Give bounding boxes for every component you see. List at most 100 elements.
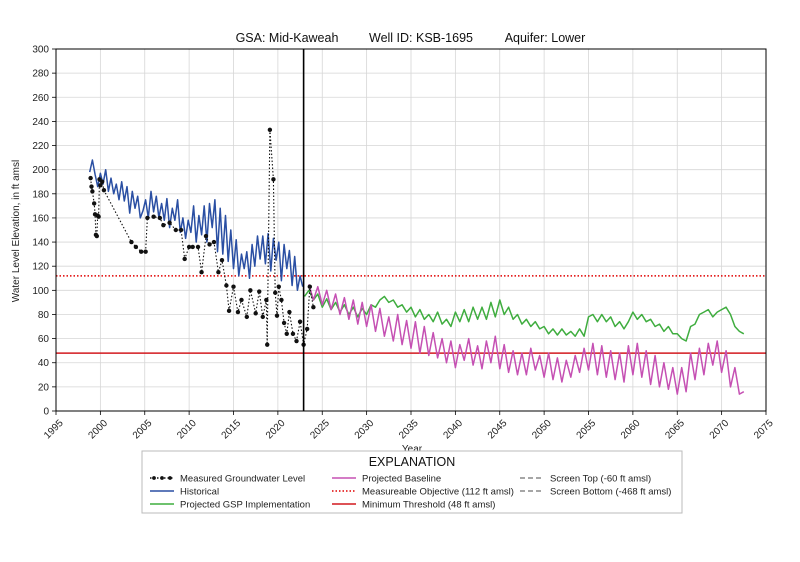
y-tick-label: 220: [32, 141, 49, 152]
legend-marker: [160, 476, 164, 480]
legend-entry-label: Measured Groundwater Level: [180, 473, 305, 484]
measured-point: [307, 284, 313, 289]
y-tick-label: 300: [32, 45, 49, 56]
measured-point: [235, 309, 241, 315]
reference-lines: [56, 275, 766, 354]
header-well-id: Well ID: KSB-1695: [369, 31, 473, 45]
measured-point: [287, 309, 292, 315]
measured-point: [311, 305, 316, 310]
x-tick-label: 2005: [131, 418, 155, 442]
measured-point: [297, 319, 303, 324]
measured-point: [239, 297, 244, 303]
measured-point: [211, 239, 217, 245]
measured-groundwater-level-line: [90, 129, 314, 346]
x-tick-label: 2015: [220, 418, 244, 442]
measured-point: [151, 214, 156, 219]
y-tick-label: 160: [32, 213, 49, 224]
y-tick-label: 240: [32, 117, 49, 128]
measured-point: [290, 331, 296, 336]
measured-point: [90, 189, 95, 194]
measured-point: [264, 297, 269, 303]
y-tick-label: 200: [32, 165, 49, 176]
x-tick-label: 2000: [87, 418, 111, 442]
measured-point: [143, 249, 148, 254]
measured-point: [276, 284, 281, 289]
historical-line: [88, 159, 304, 292]
measured-point: [294, 338, 299, 344]
measured-point: [257, 289, 262, 294]
legend-entry-label: Screen Top (-60 ft amsl): [550, 473, 651, 484]
measured-point: [91, 201, 97, 206]
measured-point: [284, 331, 289, 336]
x-tick-label: 1995: [42, 418, 66, 442]
measured-point: [186, 244, 192, 250]
measured-point: [195, 244, 201, 250]
measured-point: [216, 270, 221, 275]
y-tick-label: 0: [43, 407, 49, 418]
x-tick-label: 2070: [708, 418, 732, 442]
measured-point: [260, 314, 265, 320]
grid: [55, 48, 767, 412]
measured-point: [199, 270, 204, 275]
measured-point: [304, 326, 310, 332]
measured-point: [157, 215, 163, 221]
projected-baseline-line: [308, 284, 745, 395]
y-tick-label: 140: [32, 238, 49, 249]
x-tick-label: 2045: [486, 418, 510, 442]
measured-point: [274, 313, 280, 318]
legend: EXPLANATION Measured Groundwater Level Hi…: [141, 450, 683, 514]
axes: 1995 2000 2005 2010 2015 2020 2025 2030 2035 2040…: [32, 45, 776, 442]
x-tick-label: 2030: [353, 418, 377, 442]
measured-point: [248, 288, 253, 293]
legend-entry-label: Projected Baseline: [362, 473, 441, 484]
measured-point: [219, 257, 225, 263]
measured-point: [89, 184, 94, 189]
measured-point: [226, 308, 232, 314]
x-axis-title: Year: [402, 444, 423, 455]
measured-point: [129, 239, 134, 245]
measured-point: [279, 297, 284, 303]
x-tick-label: 2050: [530, 418, 554, 442]
header-aquifer: Aquifer: Lower: [505, 31, 586, 45]
x-tick-label: 2060: [619, 418, 643, 442]
x-tick-label: 2065: [663, 418, 687, 442]
measured-point: [244, 314, 250, 320]
measured-point: [265, 342, 270, 347]
legend-marker: [168, 476, 172, 480]
legend-box: [141, 450, 683, 514]
measured-point: [203, 233, 209, 239]
measured-point: [173, 227, 179, 233]
x-tick-label: 2040: [442, 418, 466, 442]
measured-point: [99, 179, 105, 184]
y-tick-label: 60: [38, 334, 50, 345]
measured-point: [98, 183, 103, 188]
legend-entry-label: Minimum Threshold (48 ft amsl): [362, 499, 495, 510]
header-gsa: GSA: Mid-Kaweah: [236, 31, 339, 45]
legend-marker: [152, 476, 156, 480]
y-tick-label: 40: [38, 358, 50, 369]
y-tick-label: 180: [32, 189, 49, 200]
measured-point: [231, 284, 236, 289]
x-tick-label: 2035: [397, 418, 421, 442]
measured-point: [273, 290, 278, 295]
measured-point: [88, 175, 93, 181]
x-tick-label: 2010: [175, 418, 199, 442]
measured-point: [271, 177, 276, 182]
x-tick-label: 2020: [264, 418, 288, 442]
legend-title: EXPLANATION: [369, 455, 456, 469]
data-series: [88, 127, 745, 395]
y-axis-title: Water Level Elevation, in ft amsl: [11, 160, 22, 302]
measured-point: [182, 256, 187, 262]
measured-point: [96, 214, 101, 219]
measured-point: [145, 215, 150, 221]
x-tick-label: 2025: [308, 418, 332, 442]
measured-point: [167, 220, 172, 225]
measured-point: [139, 249, 144, 254]
x-tick-label: 2055: [575, 418, 599, 442]
projected-gsp-implementation-line: [303, 289, 745, 342]
y-tick-label: 260: [32, 93, 49, 104]
measured-point: [253, 311, 258, 316]
legend-entry-label: Screen Bottom (-468 ft amsl): [550, 486, 671, 497]
measured-point: [133, 244, 139, 250]
y-tick-label: 120: [32, 262, 49, 273]
